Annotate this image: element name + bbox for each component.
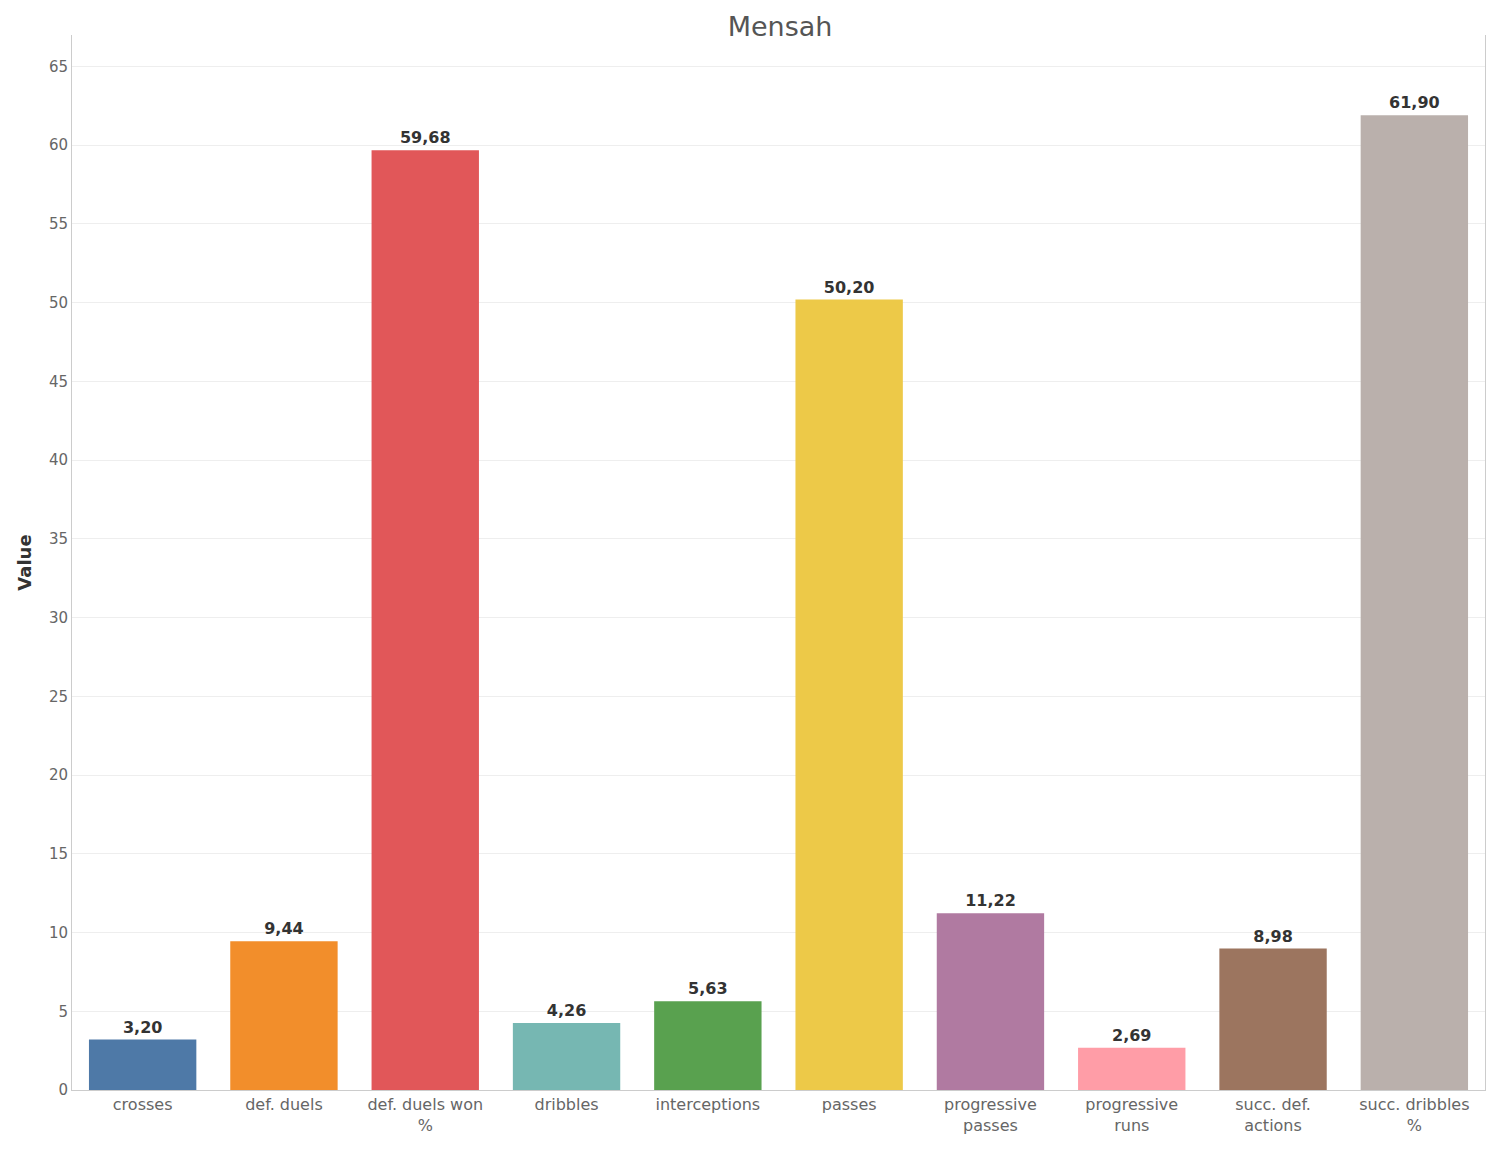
svg-text:11,22: 11,22 xyxy=(965,891,1016,910)
svg-text:20: 20 xyxy=(49,766,68,784)
svg-text:40: 40 xyxy=(49,451,68,469)
svg-text:crosses: crosses xyxy=(113,1095,173,1114)
svg-text:15: 15 xyxy=(49,845,68,863)
svg-text:55: 55 xyxy=(49,215,68,233)
svg-text:10: 10 xyxy=(49,924,68,942)
svg-text:3,20: 3,20 xyxy=(123,1018,162,1037)
svg-text:progressiveruns: progressiveruns xyxy=(1085,1095,1178,1135)
svg-text:59,68: 59,68 xyxy=(400,128,451,147)
svg-text:50,20: 50,20 xyxy=(824,278,875,297)
svg-text:Mensah: Mensah xyxy=(728,11,833,42)
svg-text:50: 50 xyxy=(49,294,68,312)
svg-text:succ. dribbles%: succ. dribbles% xyxy=(1359,1095,1469,1135)
svg-text:def. duels: def. duels xyxy=(245,1095,323,1114)
svg-text:30: 30 xyxy=(49,609,68,627)
svg-text:25: 25 xyxy=(49,688,68,706)
svg-text:5,63: 5,63 xyxy=(688,979,727,998)
svg-text:succ. def.actions: succ. def.actions xyxy=(1235,1095,1311,1135)
svg-text:60: 60 xyxy=(49,136,68,154)
svg-text:interceptions: interceptions xyxy=(655,1095,760,1114)
svg-text:8,98: 8,98 xyxy=(1253,927,1292,946)
svg-text:progressivepasses: progressivepasses xyxy=(944,1095,1037,1135)
svg-text:5: 5 xyxy=(58,1003,68,1021)
svg-text:35: 35 xyxy=(49,530,68,548)
svg-text:2,69: 2,69 xyxy=(1112,1026,1151,1045)
svg-text:45: 45 xyxy=(49,373,68,391)
svg-text:61,90: 61,90 xyxy=(1389,93,1440,112)
svg-text:65: 65 xyxy=(49,58,68,76)
svg-text:0: 0 xyxy=(58,1081,68,1099)
svg-text:dribbles: dribbles xyxy=(534,1095,598,1114)
svg-text:passes: passes xyxy=(822,1095,877,1114)
svg-text:9,44: 9,44 xyxy=(264,919,303,938)
svg-text:4,26: 4,26 xyxy=(547,1001,586,1020)
svg-text:def. duels won%: def. duels won% xyxy=(367,1095,483,1135)
svg-text:Value: Value xyxy=(14,534,35,590)
